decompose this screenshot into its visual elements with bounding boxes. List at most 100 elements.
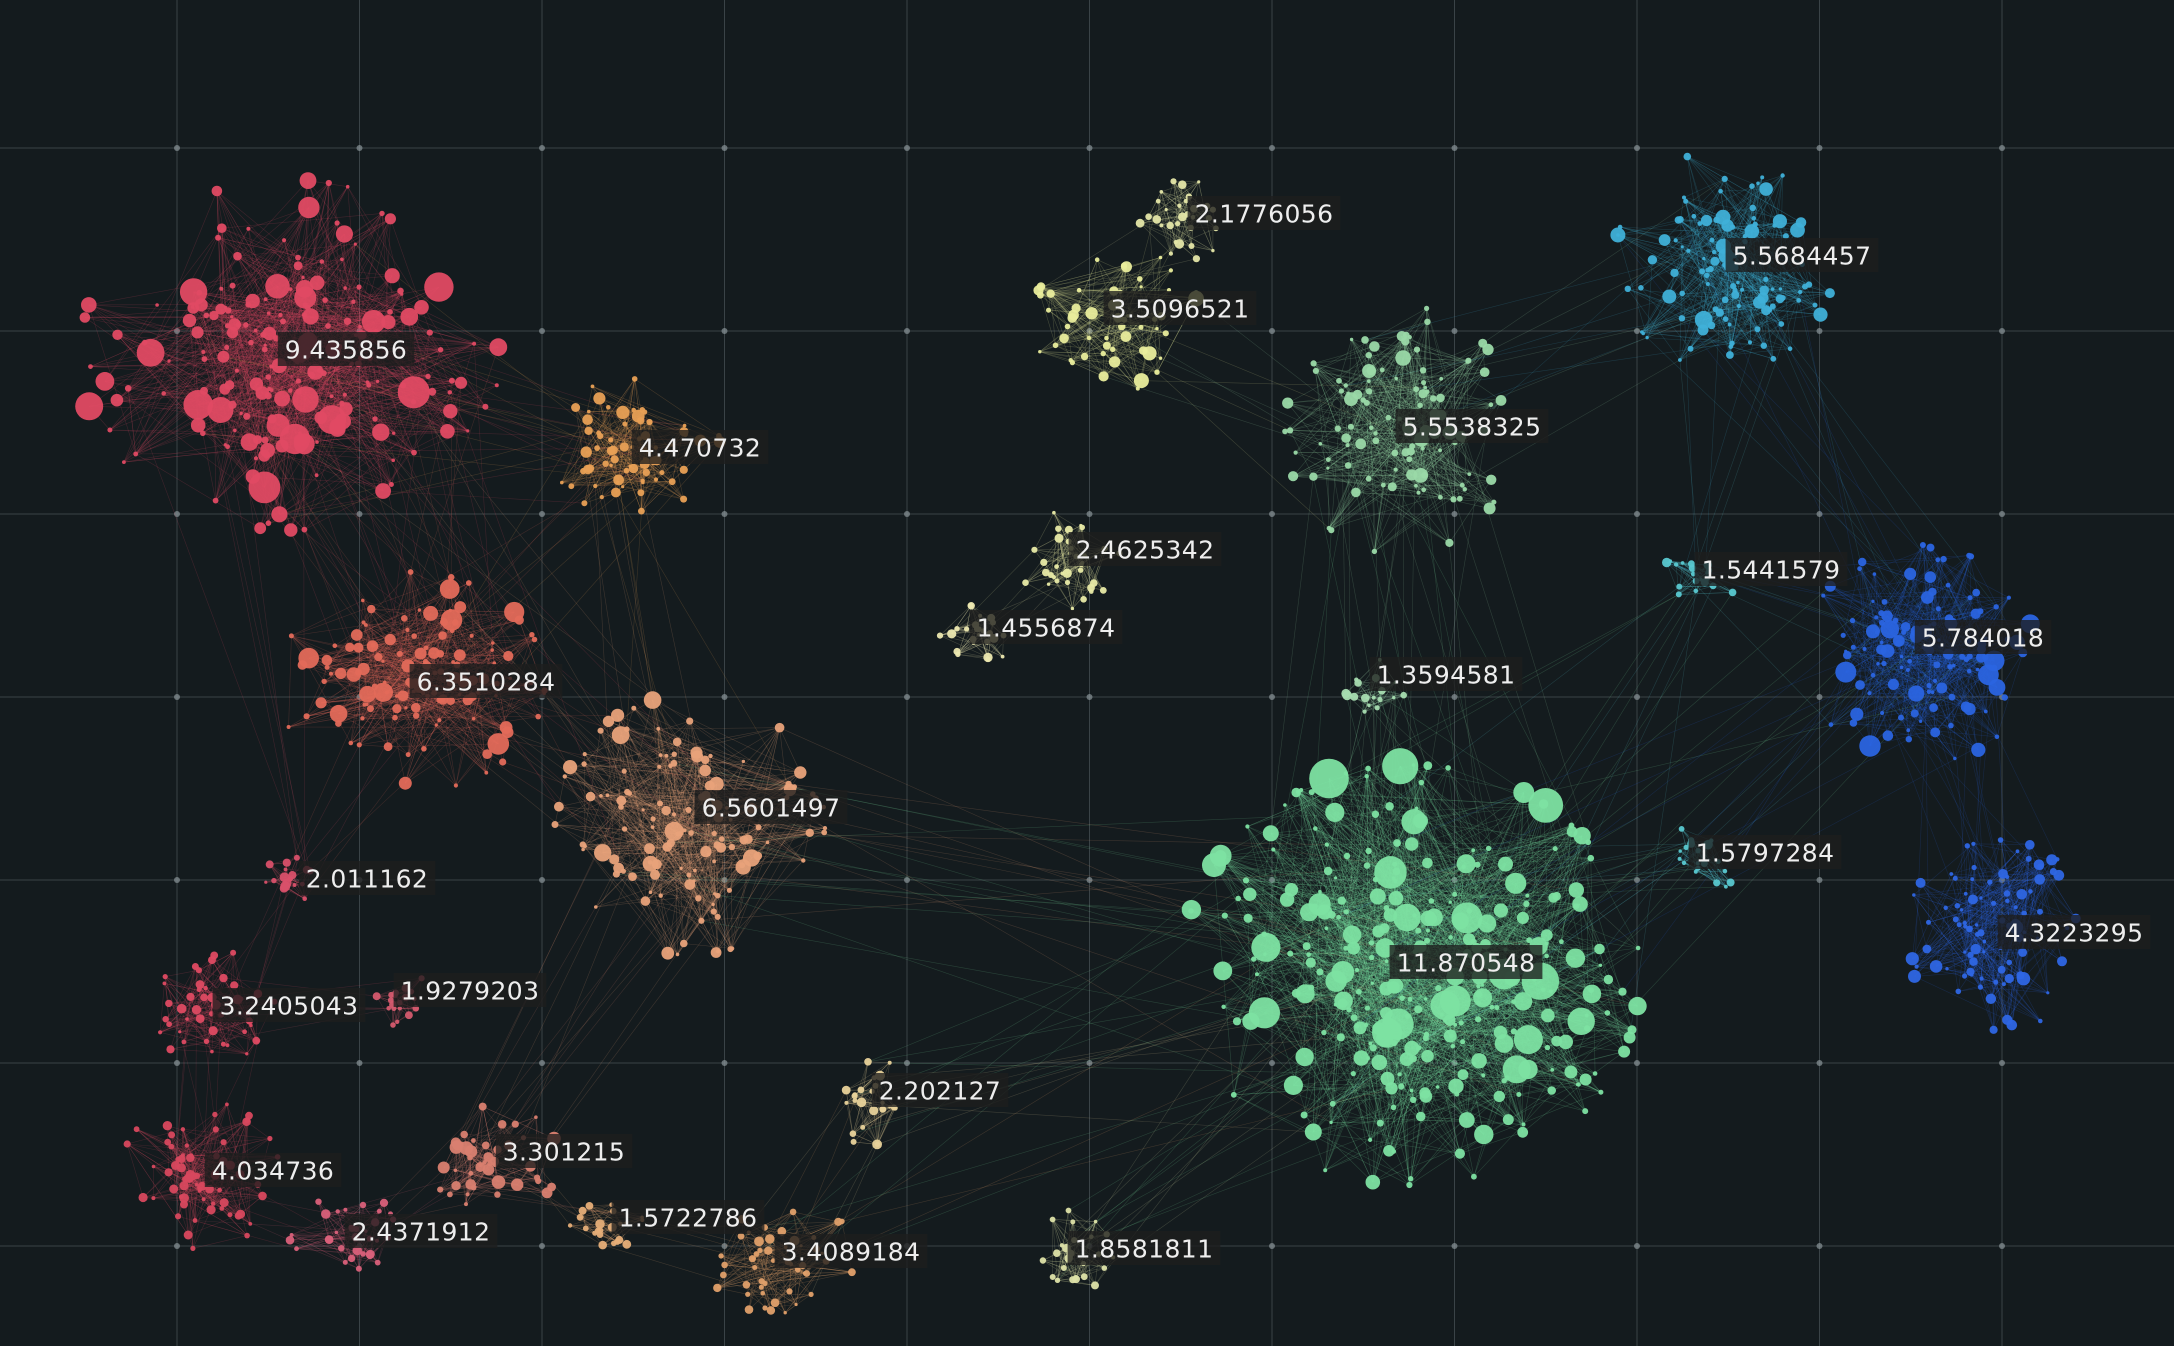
edge	[344, 233, 346, 289]
edge	[117, 325, 228, 336]
edge	[117, 334, 307, 355]
grid-intersection	[1086, 1060, 1093, 1066]
edge	[90, 361, 298, 367]
edge	[203, 207, 310, 353]
grid-intersection	[539, 511, 545, 517]
edge	[123, 393, 164, 463]
edge	[391, 332, 431, 485]
edge	[150, 288, 305, 354]
grid-intersection	[904, 694, 910, 700]
grid-intersection	[1269, 694, 1275, 700]
edge	[206, 315, 311, 317]
edge	[225, 307, 284, 322]
edge	[225, 363, 353, 446]
edge	[268, 380, 299, 397]
edge	[237, 255, 299, 267]
edge	[409, 316, 469, 432]
edge	[203, 316, 311, 353]
grid-intersection	[539, 1243, 545, 1249]
edge	[123, 316, 232, 463]
edge	[197, 304, 249, 333]
grid-intersection	[721, 1060, 728, 1066]
grid-intersection	[1999, 1243, 2005, 1249]
edge	[109, 286, 278, 431]
edge	[230, 407, 268, 451]
edge	[230, 233, 345, 408]
edge	[321, 261, 374, 322]
edge	[218, 237, 322, 262]
grid-intersection	[1999, 1060, 2005, 1066]
edge	[224, 233, 345, 390]
edge	[277, 343, 475, 426]
edge	[599, 398, 642, 512]
edge	[116, 307, 226, 401]
edge	[206, 315, 306, 400]
edge	[229, 304, 249, 386]
edge	[279, 365, 414, 403]
edge	[150, 180, 309, 354]
edge	[144, 282, 318, 343]
edge	[104, 381, 448, 432]
edge	[281, 300, 326, 447]
edge	[203, 344, 266, 392]
edge	[88, 304, 345, 396]
edge	[237, 243, 356, 257]
edge	[595, 469, 684, 487]
edge	[297, 186, 348, 266]
edge	[123, 432, 394, 463]
grid-intersection	[174, 694, 180, 700]
edge	[294, 363, 353, 440]
edge	[248, 228, 298, 265]
edge	[246, 265, 299, 417]
edge	[263, 207, 310, 456]
grid-intersection	[356, 145, 363, 151]
edge	[337, 233, 345, 429]
edge	[268, 218, 391, 524]
grid-intersection	[1634, 328, 1640, 334]
edge	[232, 285, 257, 459]
edge	[215, 416, 247, 501]
edge	[104, 381, 415, 453]
edge	[268, 376, 332, 397]
grid-intersection	[174, 145, 180, 151]
edge	[231, 304, 249, 318]
edge	[304, 301, 354, 444]
grid-intersection	[539, 328, 545, 334]
edge	[282, 307, 308, 322]
edge	[315, 371, 382, 433]
edge	[223, 356, 429, 377]
edge	[168, 228, 249, 362]
grid-intersection	[1816, 877, 1823, 883]
edge	[135, 182, 330, 455]
edge	[197, 332, 252, 343]
edge	[342, 401, 414, 422]
edge	[305, 182, 330, 298]
edge	[310, 293, 402, 317]
edge	[197, 218, 391, 333]
edge	[262, 363, 359, 394]
edge	[225, 307, 448, 432]
edge	[217, 237, 266, 346]
edge	[117, 334, 468, 432]
edge	[127, 388, 136, 455]
edge	[224, 334, 264, 390]
edge	[311, 374, 414, 403]
edge	[409, 316, 433, 392]
grid-intersection	[1269, 511, 1275, 517]
edge	[234, 290, 401, 325]
edge	[267, 450, 384, 492]
edge	[257, 431, 381, 440]
edge	[197, 297, 306, 333]
edge	[248, 228, 410, 318]
edge	[588, 407, 609, 431]
edge	[315, 371, 384, 492]
edge	[220, 364, 351, 411]
edge	[232, 285, 292, 531]
grid-intersection	[1269, 328, 1275, 334]
edge	[327, 287, 346, 327]
edge	[203, 315, 215, 353]
edge	[227, 286, 439, 327]
edge	[429, 332, 486, 407]
grid-intersection	[1451, 511, 1458, 517]
edge	[344, 363, 359, 395]
